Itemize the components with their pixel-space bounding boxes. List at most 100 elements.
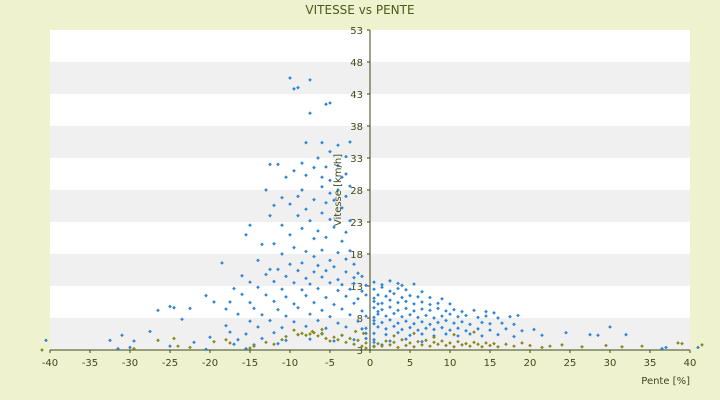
data-point-blue bbox=[396, 300, 400, 305]
data-point-blue bbox=[476, 315, 480, 320]
data-point-olive bbox=[464, 341, 468, 346]
data-point-blue bbox=[296, 194, 300, 199]
data-point-olive bbox=[700, 343, 704, 347]
data-point-blue bbox=[324, 165, 328, 169]
data-point-blue bbox=[420, 307, 424, 311]
data-point-blue bbox=[280, 325, 284, 330]
data-point-blue bbox=[416, 295, 420, 299]
data-point-blue bbox=[248, 223, 252, 228]
data-point-blue bbox=[596, 333, 600, 338]
data-point-olive bbox=[528, 343, 532, 348]
data-point-blue bbox=[352, 301, 356, 306]
data-point-blue bbox=[436, 306, 440, 311]
data-point-olive bbox=[452, 344, 456, 349]
data-point-blue bbox=[304, 249, 308, 254]
x-tick-label: 20 bbox=[524, 358, 537, 369]
data-point-blue bbox=[400, 283, 404, 288]
data-point-blue bbox=[288, 262, 292, 267]
data-point-blue bbox=[344, 294, 348, 299]
data-point-olive bbox=[548, 344, 552, 348]
data-point-blue bbox=[292, 168, 296, 173]
data-point-blue bbox=[376, 293, 380, 297]
data-point-blue bbox=[412, 282, 416, 286]
data-point-blue bbox=[272, 203, 276, 208]
data-point-blue bbox=[444, 318, 448, 323]
data-point-blue bbox=[444, 332, 448, 336]
x-tick-label: 0 bbox=[367, 358, 373, 369]
data-point-blue bbox=[388, 298, 392, 302]
data-point-olive bbox=[376, 341, 380, 346]
data-point-blue bbox=[236, 312, 240, 316]
data-point-olive bbox=[420, 343, 424, 347]
data-point-blue bbox=[320, 275, 324, 279]
data-point-blue bbox=[312, 300, 316, 305]
data-point-blue bbox=[460, 309, 464, 314]
data-point-blue bbox=[484, 314, 488, 318]
data-point-olive bbox=[472, 340, 476, 345]
data-point-blue bbox=[224, 307, 228, 311]
data-point-blue bbox=[236, 337, 240, 342]
data-point-blue bbox=[340, 206, 344, 210]
data-point-blue bbox=[320, 211, 324, 215]
data-point-blue bbox=[208, 335, 212, 340]
y-tick-label: 3 bbox=[357, 346, 363, 357]
data-point-blue bbox=[240, 292, 244, 297]
data-point-blue bbox=[448, 302, 452, 306]
data-point-blue bbox=[352, 275, 356, 280]
data-point-olive bbox=[480, 344, 484, 349]
data-point-olive bbox=[364, 346, 368, 350]
data-point-blue bbox=[360, 327, 364, 331]
data-point-blue bbox=[336, 163, 340, 168]
data-point-blue bbox=[348, 184, 352, 188]
data-point-blue bbox=[328, 217, 332, 222]
data-point-blue bbox=[156, 308, 160, 313]
data-point-blue bbox=[384, 294, 388, 299]
data-point-blue bbox=[480, 320, 484, 325]
data-point-blue bbox=[372, 340, 376, 345]
data-point-olive bbox=[360, 344, 364, 348]
data-point-blue bbox=[300, 161, 304, 165]
x-tick-label: 40 bbox=[684, 358, 697, 369]
data-point-blue bbox=[268, 267, 272, 272]
y-tick-label: 43 bbox=[350, 90, 363, 101]
data-point-blue bbox=[412, 309, 416, 313]
data-point-blue bbox=[320, 308, 324, 313]
data-point-blue bbox=[244, 332, 248, 336]
data-point-olive bbox=[212, 339, 216, 344]
data-point-blue bbox=[496, 316, 500, 320]
data-point-blue bbox=[564, 330, 568, 335]
data-point-blue bbox=[376, 325, 380, 329]
data-point-blue bbox=[400, 295, 404, 300]
data-point-blue bbox=[380, 320, 384, 325]
data-point-blue bbox=[372, 315, 376, 320]
data-point-blue bbox=[408, 325, 412, 330]
data-point-blue bbox=[348, 248, 352, 253]
data-point-blue bbox=[312, 270, 316, 274]
data-point-olive bbox=[332, 335, 336, 340]
data-point-blue bbox=[268, 162, 272, 167]
data-point-blue bbox=[204, 293, 208, 298]
data-point-blue bbox=[292, 320, 296, 324]
data-point-blue bbox=[352, 281, 356, 286]
y-tick-label: 48 bbox=[350, 58, 363, 69]
x-tick-labels: -40 -35 -30 -25 -20 -15 -10 -5 0 5 10 15 20 25 30 35 40 bbox=[42, 350, 697, 369]
data-point-olive bbox=[392, 334, 396, 338]
data-point-blue bbox=[364, 283, 368, 288]
data-point-olive bbox=[676, 341, 680, 345]
data-point-olive bbox=[504, 342, 508, 347]
x-tick-label: -40 bbox=[42, 358, 58, 369]
data-point-olive bbox=[248, 346, 252, 350]
data-point-blue bbox=[284, 295, 288, 299]
data-point-blue bbox=[512, 334, 516, 339]
data-point-blue bbox=[300, 226, 304, 231]
data-point-blue bbox=[440, 314, 444, 318]
data-point-blue bbox=[332, 302, 336, 307]
data-point-olive bbox=[224, 337, 228, 342]
data-point-blue bbox=[412, 321, 416, 326]
data-point-blue bbox=[308, 218, 312, 223]
data-point-olive bbox=[520, 341, 524, 345]
data-point-blue bbox=[284, 314, 288, 318]
data-point-olive bbox=[396, 345, 400, 350]
data-point-blue bbox=[316, 318, 320, 323]
data-point-olive bbox=[361, 331, 366, 336]
